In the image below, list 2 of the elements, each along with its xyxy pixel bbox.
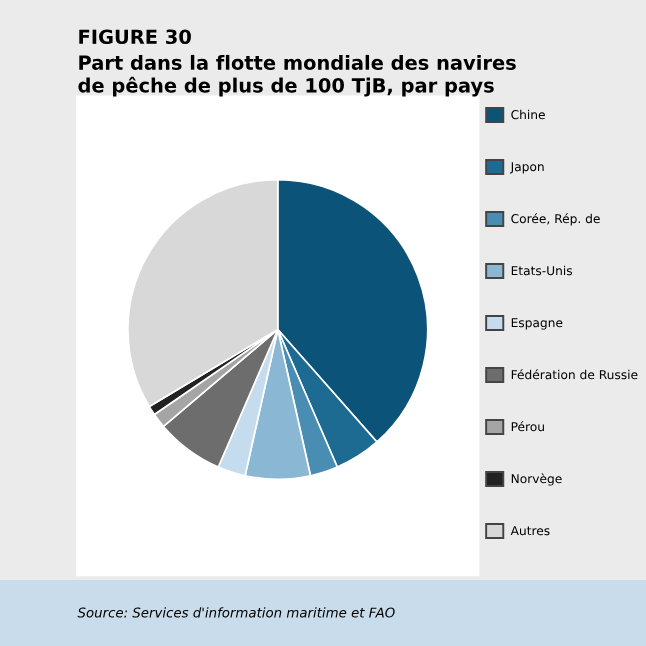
chart-subtitle: Part dans la flotte mondiale des navires de pêche de plus de 100 TjB, par pays (78, 54, 516, 97)
chart-title: FIGURE 30 (79, 29, 191, 45)
